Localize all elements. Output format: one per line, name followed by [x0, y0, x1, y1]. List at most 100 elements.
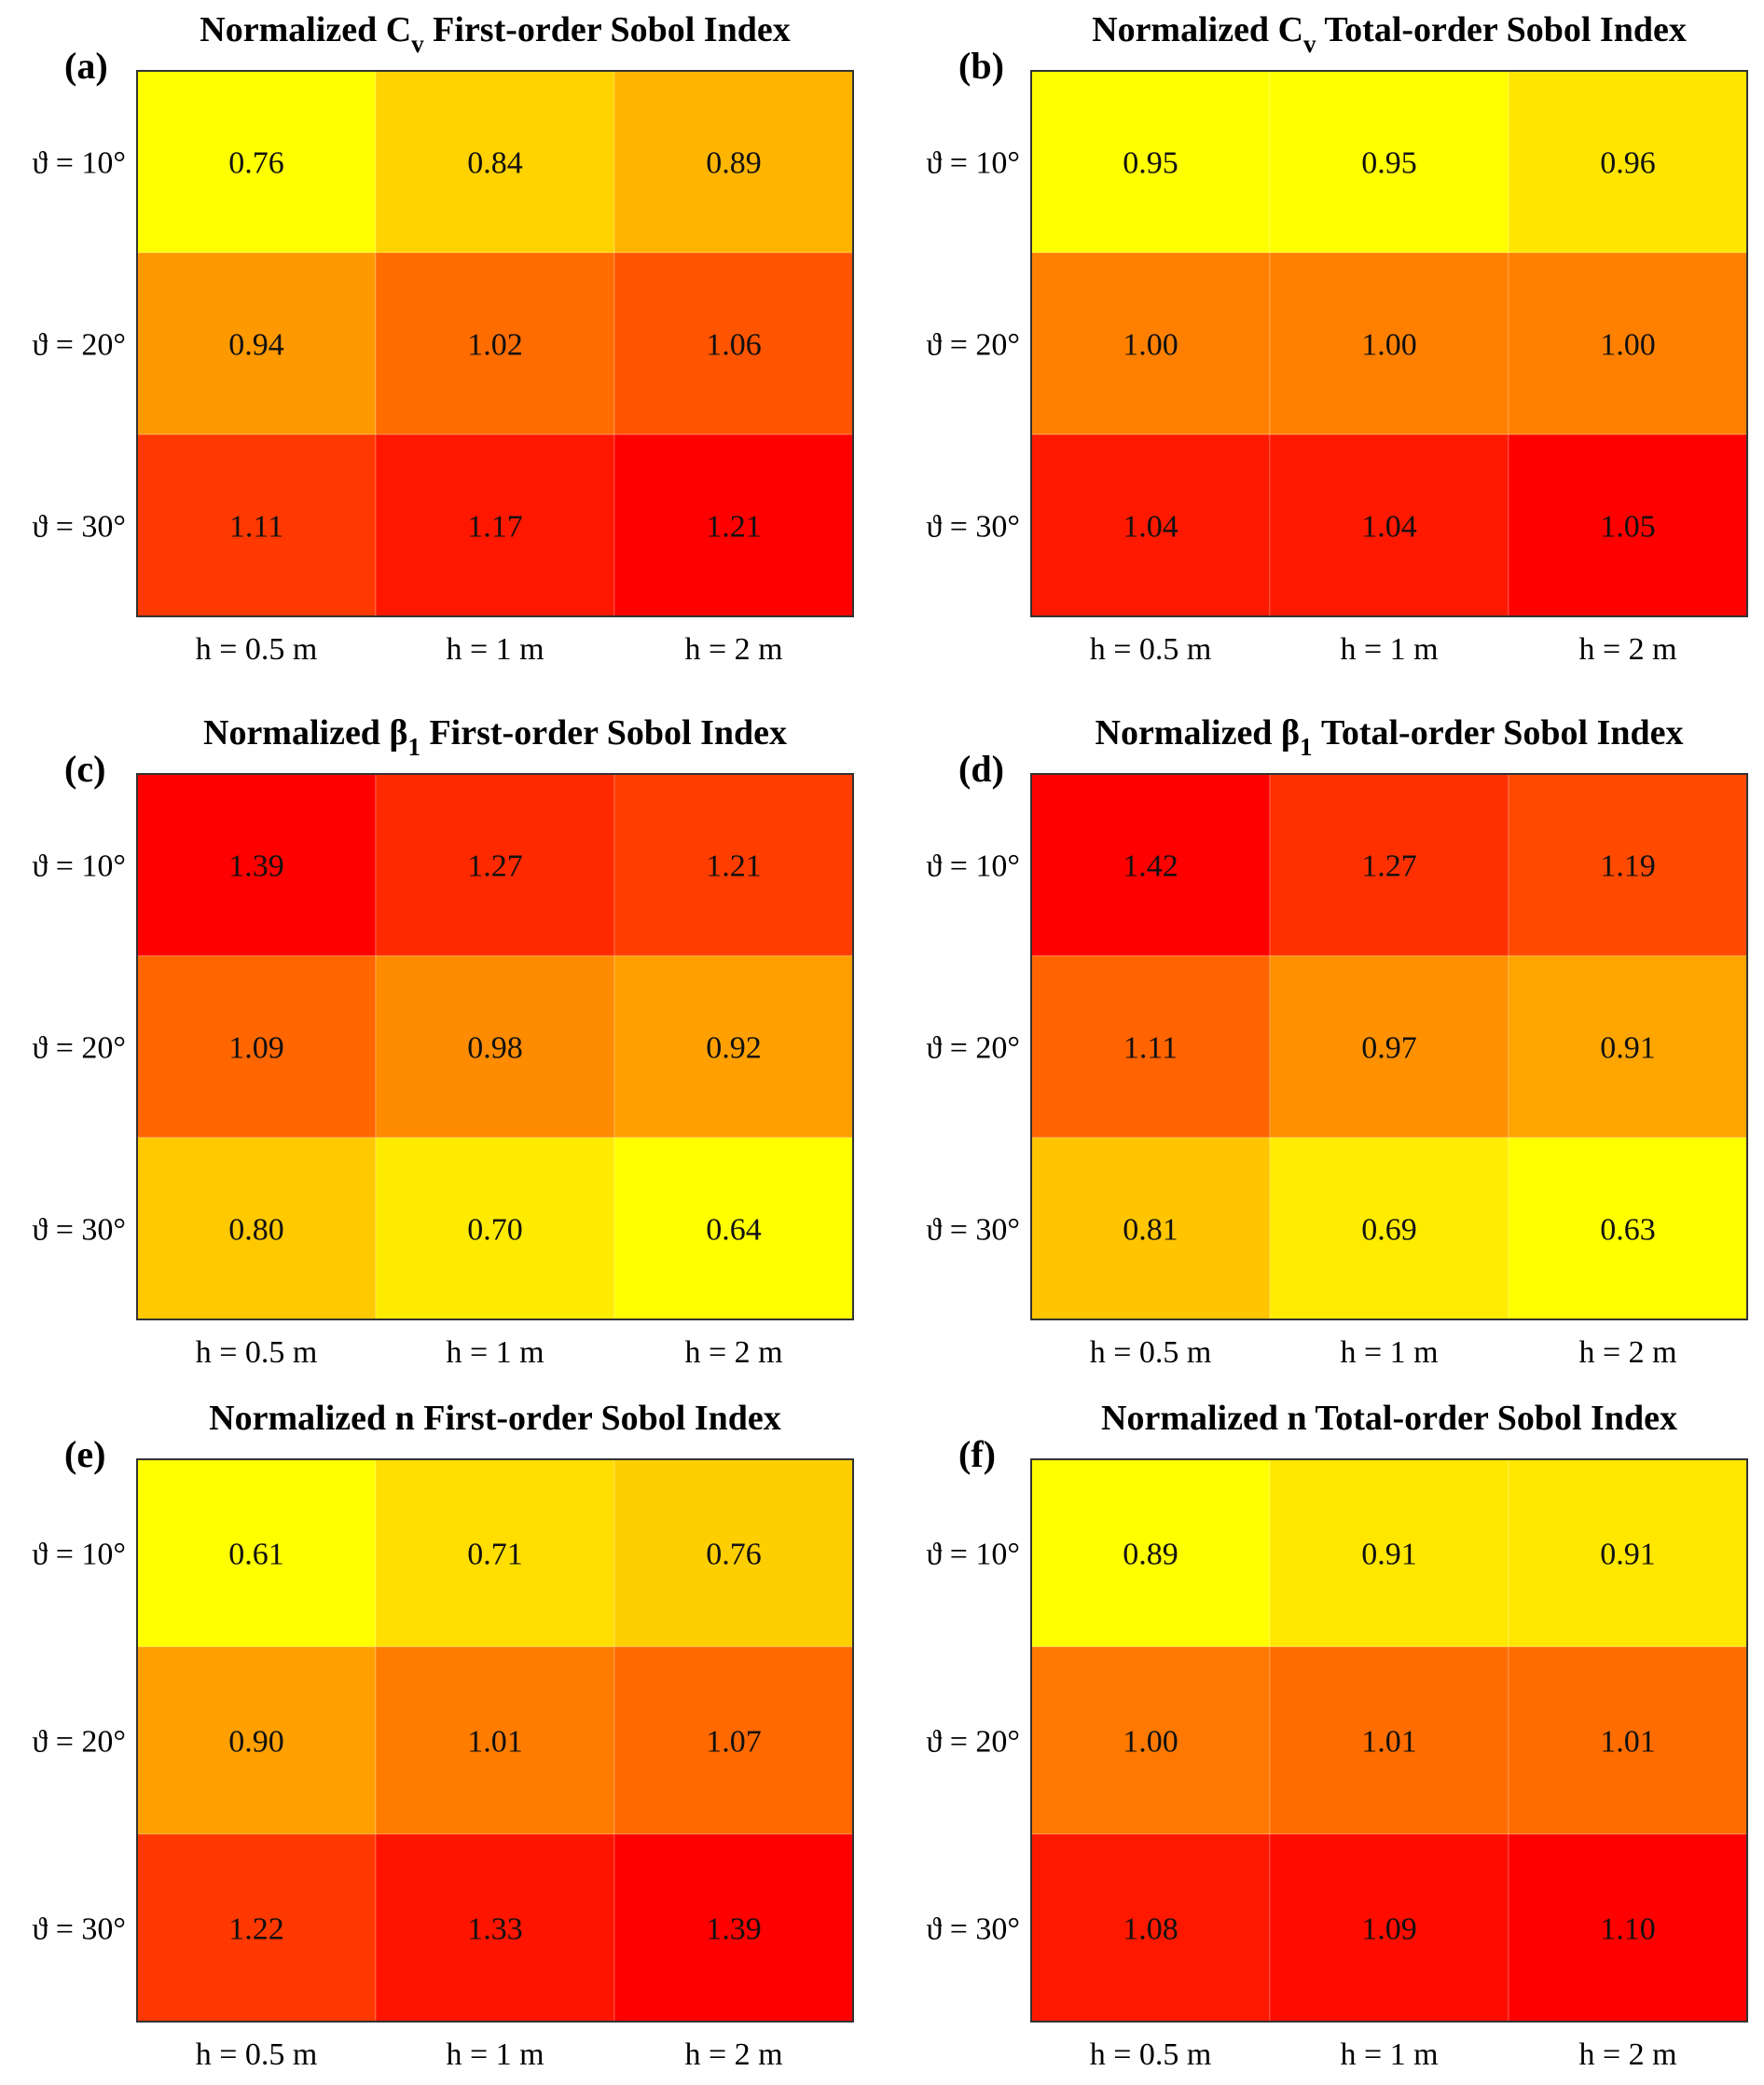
cell-value-label: 0.69: [1361, 1213, 1417, 1248]
heatmap-cell: [375, 1137, 615, 1320]
cell-value-label: 0.91: [1600, 1538, 1656, 1572]
panel-title: Normalized n Total-order Sobol Index: [1101, 1399, 1677, 1438]
panel-title: Normalized Cv First-order Sobol Index: [200, 10, 790, 58]
heatmap-cell: [1508, 70, 1748, 254]
heatmap-cell: [1508, 434, 1748, 617]
heatmap-panel-b: Normalized Cv Total-order Sobol Index (b)…: [926, 10, 1748, 667]
heatmap-cell: [1030, 434, 1271, 617]
col-tick-label: h = 2 m: [1578, 2037, 1676, 2072]
heatmap-cell: [1508, 773, 1748, 957]
heatmap-cell: [1508, 1137, 1748, 1320]
cell-value-label: 0.64: [706, 1213, 762, 1248]
heatmap-cell: [1030, 1137, 1271, 1320]
cell-value-label: 1.08: [1123, 1912, 1178, 1947]
row-tick-label: ϑ = 20°: [32, 1725, 126, 1760]
cell-value-label: 1.21: [706, 849, 762, 884]
plot-frame: [136, 1458, 854, 2023]
col-tick-label: h = 2 m: [684, 1335, 782, 1370]
cell-value-label: 1.11: [229, 510, 283, 545]
row-tick-label: ϑ = 10°: [926, 146, 1020, 181]
heatmap-cell: [1269, 252, 1509, 435]
cell-value-label: 1.00: [1123, 1725, 1178, 1760]
cell-value-label: 1.27: [1361, 849, 1417, 884]
heatmap-cell: [375, 1646, 615, 1835]
heatmap-cell: [375, 70, 615, 254]
panel-title: Normalized Cv Total-order Sobol Index: [1092, 10, 1687, 58]
heatmap-cell: [375, 773, 615, 957]
panel-label: (f): [958, 1433, 996, 1475]
row-tick-label: ϑ = 20°: [926, 1725, 1020, 1760]
row-tick-label: ϑ = 20°: [926, 328, 1020, 363]
col-tick-label: h = 0.5 m: [1090, 1335, 1212, 1370]
panel-label: (a): [64, 45, 108, 87]
cell-value-label: 0.97: [1361, 1031, 1417, 1066]
cell-value-label: 1.06: [706, 328, 762, 363]
heatmap-cell: [613, 1646, 854, 1835]
cell-value-label: 0.61: [228, 1538, 284, 1572]
cell-value-label: 1.27: [467, 849, 523, 884]
row-tick-label: ϑ = 10°: [32, 1538, 126, 1572]
cell-value-label: 1.01: [1600, 1725, 1656, 1760]
row-tick-label: ϑ = 30°: [926, 510, 1020, 545]
row-tick-label: ϑ = 10°: [926, 849, 1020, 884]
cell-value-label: 0.95: [1123, 146, 1178, 181]
cell-value-label: 0.92: [706, 1031, 762, 1066]
plot-frame: [136, 70, 854, 617]
heatmap-cell: [1269, 1833, 1509, 2023]
col-tick-label: h = 1 m: [446, 1335, 544, 1370]
panel-label: (c): [64, 748, 105, 790]
col-tick-label: h = 1 m: [1340, 632, 1438, 667]
panel-label: (d): [958, 748, 1004, 790]
heatmap-cell: [1269, 434, 1509, 617]
cell-value-label: 0.76: [706, 1538, 762, 1572]
heatmap-cell: [136, 1833, 377, 2023]
cell-value-label: 1.39: [228, 849, 284, 884]
cell-value-label: 1.33: [467, 1912, 523, 1947]
cell-value-label: 1.11: [1123, 1031, 1178, 1066]
cell-value-label: 0.70: [467, 1213, 523, 1248]
cell-value-label: 1.10: [1600, 1912, 1656, 1947]
cell-value-label: 1.04: [1361, 510, 1417, 545]
heatmap-cell: [136, 252, 377, 435]
heatmap-cell: [136, 1458, 377, 1648]
cell-value-label: 0.81: [1123, 1213, 1178, 1248]
panel-title: Normalized n First-order Sobol Index: [209, 1399, 781, 1438]
heatmap-cell: [1508, 252, 1748, 435]
cell-value-label: 0.95: [1361, 146, 1417, 181]
heatmap-cell: [1269, 1137, 1509, 1320]
heatmap-cell: [1030, 955, 1271, 1139]
cell-value-label: 1.21: [706, 510, 762, 545]
cell-value-label: 1.07: [706, 1725, 762, 1760]
cell-value-label: 0.63: [1600, 1213, 1656, 1248]
heatmap-cell: [1269, 1646, 1509, 1835]
heatmap-cell: [1269, 1458, 1509, 1648]
cell-value-label: 1.17: [467, 510, 523, 545]
col-tick-label: h = 0.5 m: [196, 632, 318, 667]
col-tick-label: h = 0.5 m: [196, 1335, 318, 1370]
row-tick-label: ϑ = 30°: [926, 1912, 1020, 1947]
cell-value-label: 1.19: [1600, 849, 1656, 884]
cell-value-label: 0.91: [1361, 1538, 1417, 1572]
heatmap-cell: [136, 1137, 377, 1320]
heatmap-cell: [1030, 252, 1271, 435]
cell-value-label: 0.91: [1600, 1031, 1656, 1066]
col-tick-label: h = 0.5 m: [1090, 632, 1212, 667]
row-tick-label: ϑ = 30°: [32, 510, 126, 545]
heatmap-panel-f: Normalized n Total-order Sobol Index (f) 0…: [926, 1399, 1748, 2072]
heatmap-cell: [136, 773, 377, 957]
heatmap-cell: [1269, 955, 1509, 1139]
plot-frame: [1030, 773, 1748, 1320]
row-tick-label: ϑ = 30°: [32, 1213, 126, 1248]
row-tick-label: ϑ = 10°: [32, 146, 126, 181]
heatmap-cell: [1030, 773, 1271, 957]
cell-value-label: 0.80: [228, 1213, 284, 1248]
col-tick-label: h = 0.5 m: [196, 2037, 318, 2072]
plot-frame: [1030, 70, 1748, 617]
cell-value-label: 0.96: [1600, 146, 1656, 181]
cell-value-label: 0.71: [467, 1538, 523, 1572]
heatmap-panel-a: Normalized Cv First-order Sobol Index (a)…: [32, 10, 854, 667]
row-tick-label: ϑ = 10°: [32, 849, 126, 884]
cell-value-label: 1.04: [1123, 510, 1178, 545]
col-tick-label: h = 1 m: [1340, 2037, 1438, 2072]
col-tick-label: h = 0.5 m: [1090, 2037, 1212, 2072]
